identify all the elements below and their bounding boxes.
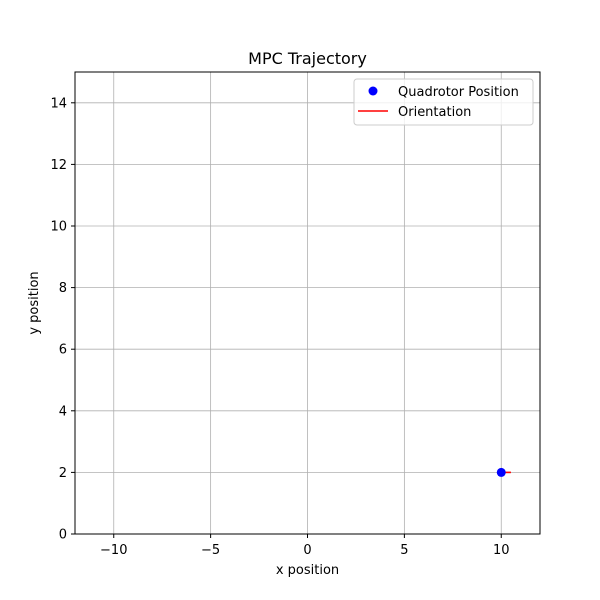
- y-tick-label: 2: [59, 466, 67, 481]
- y-tick-label: 0: [59, 528, 67, 543]
- y-axis-label: y position: [27, 271, 42, 334]
- x-tick-label: 0: [303, 543, 311, 558]
- y-tick-label: 8: [59, 281, 67, 296]
- quadrotor-position-point: [496, 467, 506, 477]
- y-tick-label: 12: [50, 158, 67, 173]
- y-tick-label: 6: [59, 343, 67, 358]
- ticks: −10 −5 0 5 10 0 2 4 6 8 10 12 14: [50, 96, 509, 558]
- x-tick-label: −5: [201, 543, 220, 558]
- chart-title: MPC Trajectory: [248, 49, 367, 68]
- legend-label-orientation: Orientation: [398, 105, 471, 120]
- x-tick-label: 10: [493, 543, 510, 558]
- x-axis-label: x position: [276, 563, 339, 578]
- data-layer: [496, 467, 511, 477]
- legend-label-quadrotor-position: Quadrotor Position: [398, 85, 519, 100]
- y-tick-label: 14: [50, 96, 67, 111]
- legend-marker-quadrotor-position: [368, 86, 378, 96]
- x-tick-label: −10: [100, 543, 127, 558]
- y-tick-label: 10: [50, 220, 67, 235]
- x-tick-label: 5: [400, 543, 408, 558]
- legend-frame: [353, 78, 534, 126]
- y-tick-label: 4: [59, 404, 67, 419]
- legend: Quadrotor Position Orientation: [353, 78, 534, 126]
